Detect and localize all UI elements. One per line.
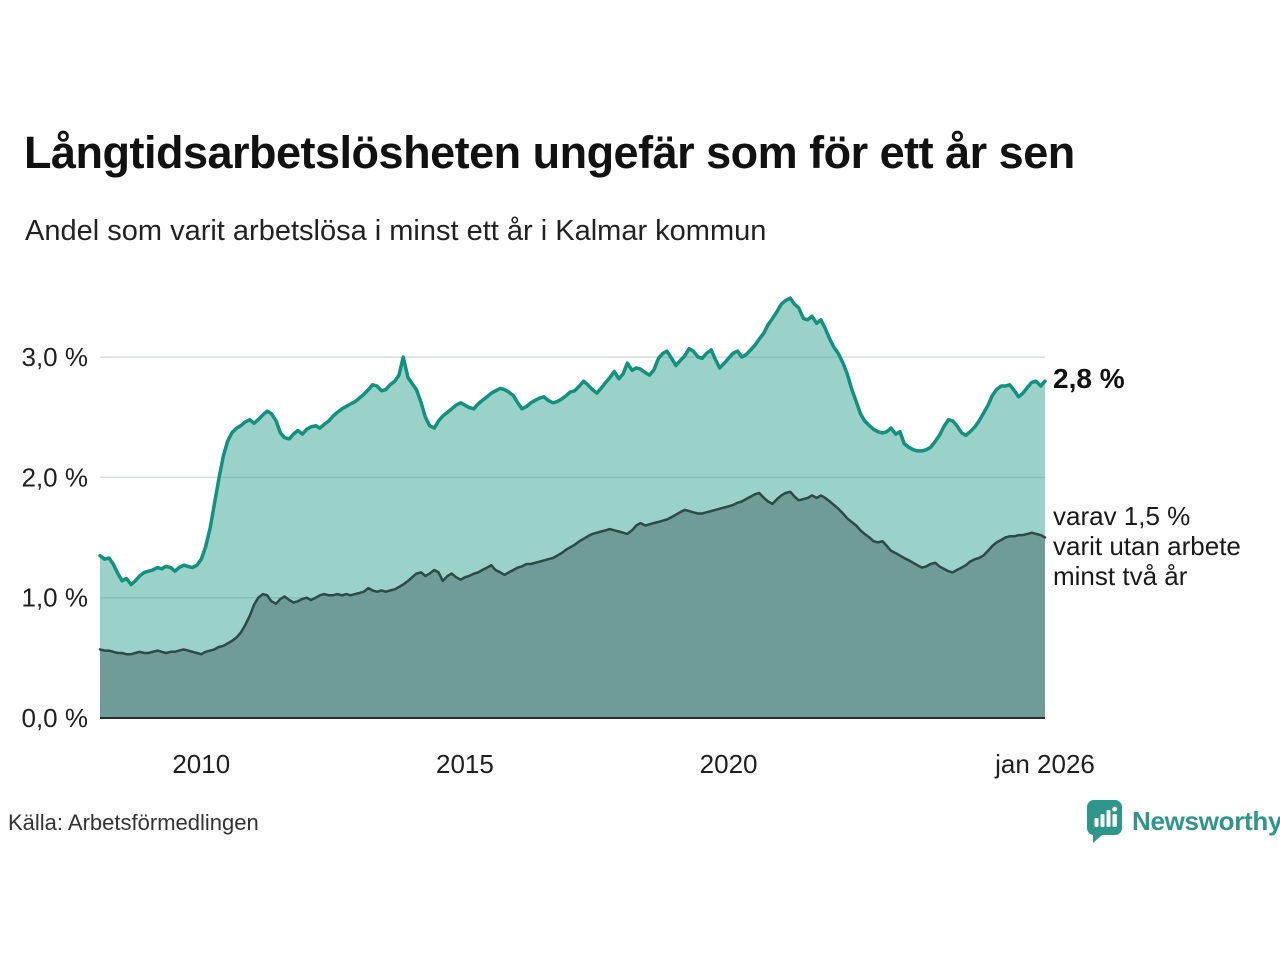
secondary-annotation: varav 1,5 % varit utan arbete minst två … bbox=[1053, 501, 1241, 591]
end-value-label: 2,8 % bbox=[1053, 363, 1125, 394]
y-tick-label: 3,0 % bbox=[22, 342, 89, 372]
annotation-line: minst två år bbox=[1053, 561, 1188, 591]
newsworthy-logo: Newsworthy bbox=[1086, 799, 1280, 844]
x-tick-label: 2020 bbox=[700, 749, 758, 779]
line-minst-tva-ar bbox=[98, 490, 1047, 656]
newsworthy-logo-icon bbox=[1086, 800, 1122, 843]
page-title: Långtidsarbetslösheten ungefär som för e… bbox=[24, 127, 1075, 178]
annotation-line: varav 1,5 % bbox=[1053, 501, 1191, 531]
y-tick-label: 0,0 % bbox=[22, 703, 89, 733]
y-tick-label: 1,0 % bbox=[22, 583, 89, 613]
annotation-line: varit utan arbete bbox=[1053, 531, 1241, 561]
source-note: Källa: Arbetsförmedlingen bbox=[8, 810, 259, 835]
x-tick-label: 2010 bbox=[172, 749, 230, 779]
y-tick-label: 2,0 % bbox=[22, 462, 89, 492]
x-tick-label: jan 2026 bbox=[994, 749, 1095, 779]
page-subtitle: Andel som varit arbetslösa i minst ett å… bbox=[25, 215, 767, 247]
line-minst-ett-ar bbox=[98, 296, 1047, 587]
area-minst-tva-ar bbox=[100, 491, 1045, 718]
newsworthy-wordmark: Newsworthy bbox=[1132, 806, 1280, 836]
x-tick-label: 2015 bbox=[436, 749, 494, 779]
